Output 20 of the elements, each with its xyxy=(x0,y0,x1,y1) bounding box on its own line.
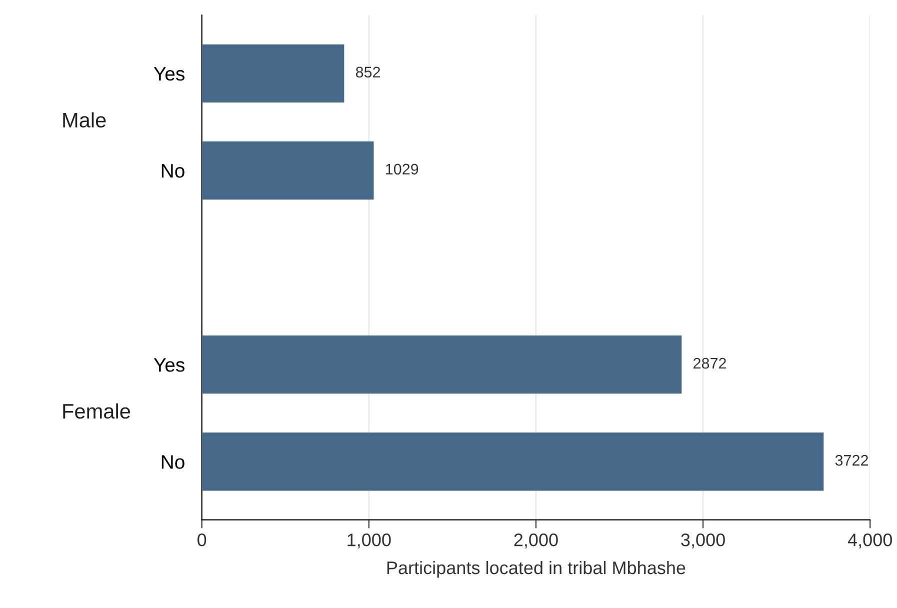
text: Male xyxy=(63,112,106,128)
y-tick-label: No xyxy=(162,164,184,178)
data-label: 3722 xyxy=(835,454,868,466)
bar xyxy=(202,44,344,103)
bar xyxy=(202,141,374,200)
y-tick-label: Yes xyxy=(154,67,184,81)
x-tick-label: 2,000 xyxy=(514,534,558,548)
data-label: 852 xyxy=(356,66,380,78)
data-label: 2872 xyxy=(694,358,726,369)
y-tick-label: Yes xyxy=(154,358,184,372)
x-tick-label: 3,000 xyxy=(681,534,725,548)
bar xyxy=(202,335,682,394)
x-axis-title: Participants located in tribal Mbhashe xyxy=(387,560,686,578)
bar xyxy=(202,432,824,491)
x-tick-label: 0 xyxy=(198,534,206,546)
data-label: 1029 xyxy=(386,164,418,175)
y-tick-label: No xyxy=(162,455,184,469)
x-tick-label: 4,000 xyxy=(848,534,892,548)
x-tick-label: 1,000 xyxy=(348,534,391,548)
text: Female xyxy=(63,403,130,419)
